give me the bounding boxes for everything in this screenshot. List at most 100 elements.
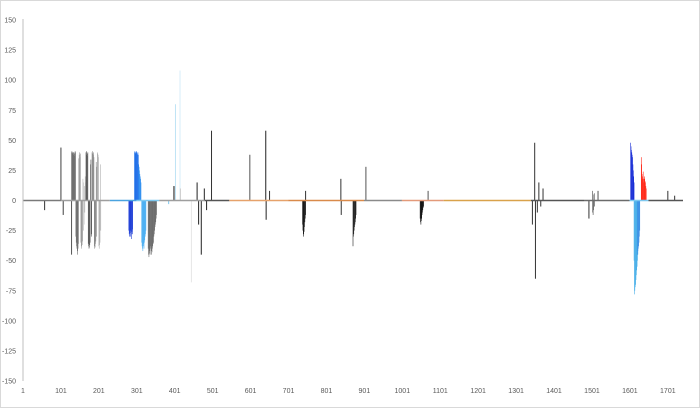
x-tick-labels: 1 101 201 301 401 501 601 701 801 901 1001 1101 1201… xyxy=(21,388,676,395)
bar xyxy=(73,154,74,201)
bar xyxy=(138,166,140,201)
bar xyxy=(634,200,636,288)
bar xyxy=(137,153,138,201)
bar xyxy=(97,153,99,201)
bar xyxy=(303,200,305,232)
bar xyxy=(636,200,637,276)
bar xyxy=(83,200,85,225)
bar xyxy=(302,200,304,231)
bar xyxy=(304,200,305,227)
bar xyxy=(355,200,356,219)
bar xyxy=(89,200,91,243)
bar xyxy=(89,200,91,246)
bar xyxy=(86,151,88,201)
bar xyxy=(643,178,644,201)
bar xyxy=(179,188,181,201)
bar xyxy=(84,176,86,201)
bar xyxy=(531,200,533,225)
x-tick-label: 501 xyxy=(207,388,219,395)
bar xyxy=(71,152,72,201)
bar xyxy=(630,146,632,201)
bar xyxy=(98,200,100,247)
bar xyxy=(83,182,84,201)
bar xyxy=(96,166,98,201)
bar xyxy=(78,200,79,244)
y-tick-label: -100 xyxy=(2,318,16,325)
bar xyxy=(674,195,676,201)
y-tick-label: 25 xyxy=(8,168,16,175)
bar xyxy=(421,200,422,219)
bar xyxy=(304,200,306,219)
bar xyxy=(642,171,644,201)
bar xyxy=(150,200,152,252)
bar xyxy=(173,186,175,201)
x-tick-label: 601 xyxy=(245,388,257,395)
bar xyxy=(129,200,131,233)
bar xyxy=(636,200,638,271)
bar xyxy=(75,200,77,243)
bar xyxy=(136,151,137,201)
bar xyxy=(637,200,638,255)
bar xyxy=(645,188,647,201)
bar xyxy=(141,200,143,243)
bar xyxy=(136,154,138,201)
bar xyxy=(99,200,101,243)
x-tick-label: 1001 xyxy=(395,388,411,395)
bar xyxy=(143,200,145,249)
bar xyxy=(168,200,170,205)
bar xyxy=(150,200,151,249)
bar xyxy=(130,200,131,231)
bar xyxy=(96,200,97,237)
y-tick-label: 150 xyxy=(4,18,16,25)
bar xyxy=(151,200,153,253)
y-tick-label: 75 xyxy=(8,108,16,115)
bar xyxy=(593,200,594,211)
bar xyxy=(94,200,96,248)
bar xyxy=(597,190,599,201)
bar xyxy=(93,157,95,201)
bar xyxy=(340,200,342,215)
x-tick-label: 1601 xyxy=(622,388,638,395)
bar xyxy=(305,200,306,215)
bar xyxy=(633,170,634,201)
x-tick-label: 1301 xyxy=(508,388,524,395)
y-tick-label: 100 xyxy=(4,78,16,85)
x-tick-label: 701 xyxy=(283,388,295,395)
y-tick-label: 0 xyxy=(12,198,16,205)
bar xyxy=(135,153,136,201)
bar xyxy=(142,200,144,252)
bar xyxy=(60,147,62,201)
bar xyxy=(632,164,634,201)
x-tick-label: 1 xyxy=(21,388,25,395)
bar xyxy=(136,152,138,201)
bar xyxy=(536,200,538,213)
bar xyxy=(131,200,133,230)
bar xyxy=(100,200,102,231)
bar xyxy=(642,176,644,201)
bar xyxy=(140,182,142,201)
bar xyxy=(99,200,100,246)
bar xyxy=(154,200,155,231)
bar xyxy=(71,151,73,201)
bar xyxy=(142,200,143,249)
bar xyxy=(76,200,77,247)
bar xyxy=(644,178,645,201)
bar xyxy=(91,200,92,237)
bar xyxy=(155,200,157,219)
bar xyxy=(421,200,423,215)
bar xyxy=(631,154,633,201)
bar xyxy=(128,200,130,235)
bar xyxy=(97,154,99,201)
bar xyxy=(633,200,635,261)
bar xyxy=(420,200,421,223)
bar xyxy=(593,194,595,201)
bar xyxy=(100,164,101,201)
bar xyxy=(97,152,98,201)
bar xyxy=(538,182,540,201)
bar xyxy=(542,188,544,201)
bar xyxy=(148,200,149,255)
bar xyxy=(540,200,542,207)
bar xyxy=(643,182,645,201)
